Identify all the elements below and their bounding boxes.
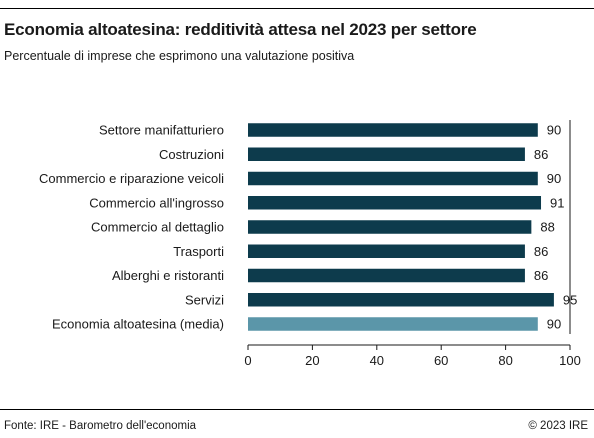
category-label: Commercio all'ingrosso (89, 195, 224, 210)
chart-title: Economia altoatesina: redditività attesa… (4, 20, 477, 39)
data-label: 86 (534, 268, 548, 283)
source-note: Fonte: IRE - Barometro dell'economia (4, 420, 197, 432)
x-tick-label: 100 (559, 353, 581, 368)
data-label: 95 (563, 292, 577, 307)
data-label: 90 (547, 317, 561, 332)
copyright-note: © 2023 IRE (528, 420, 588, 432)
data-label: 90 (547, 171, 561, 186)
chart-subtitle: Percentuale di imprese che esprimono una… (4, 49, 355, 63)
bar (248, 147, 525, 161)
x-tick-label: 0 (244, 353, 251, 368)
bar (248, 220, 532, 234)
bar (248, 123, 538, 137)
category-label: Trasporti (173, 244, 224, 259)
x-tick-label: 60 (434, 353, 448, 368)
bar (248, 244, 525, 258)
data-label: 90 (547, 123, 561, 138)
data-label: 88 (540, 220, 554, 235)
category-label: Economia altoatesina (media) (52, 317, 224, 332)
category-label: Settore manifatturiero (99, 123, 224, 138)
category-label: Alberghi e ristoranti (112, 268, 224, 283)
category-label: Servizi (185, 292, 224, 307)
bar (248, 317, 538, 331)
data-label: 86 (534, 244, 548, 259)
bar (248, 268, 525, 283)
x-tick-label: 20 (305, 353, 319, 368)
bar (248, 293, 554, 307)
bar (248, 171, 538, 186)
bottom-rule (0, 409, 594, 410)
x-tick-label: 80 (498, 353, 512, 368)
category-label: Commercio e riparazione veicoli (39, 171, 224, 186)
bar (248, 196, 542, 210)
x-tick-label: 40 (370, 353, 384, 368)
category-label: Commercio al dettaglio (91, 220, 224, 235)
category-label: Costruzioni (159, 147, 224, 162)
data-label: 91 (550, 195, 564, 210)
top-rule (0, 8, 594, 9)
data-label: 86 (534, 147, 548, 162)
